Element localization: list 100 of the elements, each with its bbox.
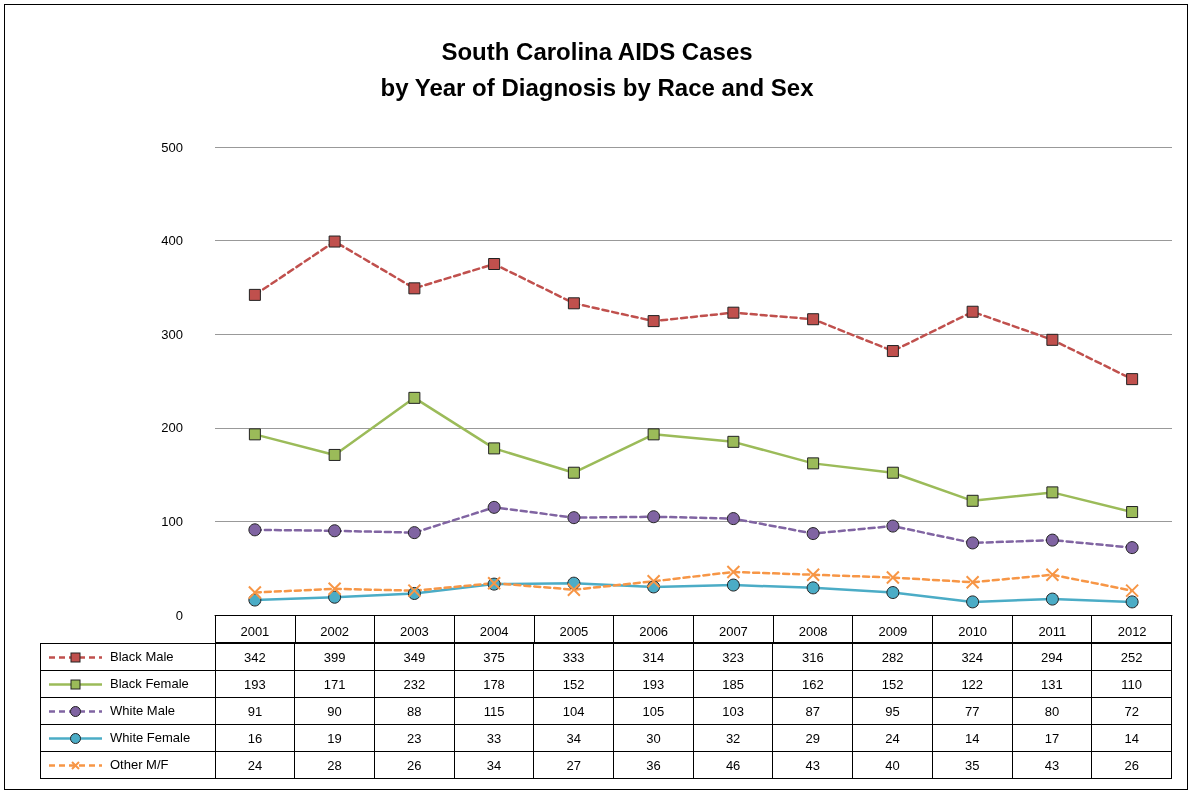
data-label: 193: [215, 670, 295, 698]
point: [328, 524, 342, 538]
point: [1045, 533, 1059, 547]
data-label: 333: [533, 643, 614, 671]
data-label: 375: [454, 643, 534, 671]
data-label: 105: [613, 697, 694, 725]
data-label: 27: [533, 751, 614, 779]
data-label: 77: [932, 697, 1013, 725]
x-tick-label: 2003: [399, 624, 429, 639]
legend-label: White Female: [40, 724, 216, 752]
data-label: 91: [215, 697, 295, 725]
point: [1125, 595, 1139, 609]
x-tick-label: 2010: [958, 624, 988, 639]
point: [647, 510, 661, 524]
data-label: 110: [1091, 670, 1172, 698]
chart-title: South Carolina AIDS Cases by Year of Diagnosis by Race and Sex: [380, 37, 815, 101]
point: [966, 536, 980, 550]
point: [727, 435, 740, 448]
data-label: 115: [454, 697, 534, 725]
point: [487, 500, 501, 514]
point: [806, 527, 820, 541]
data-label: 24: [852, 724, 933, 752]
point: [646, 574, 661, 589]
data-label: 282: [852, 643, 933, 671]
data-label: 17: [1012, 724, 1092, 752]
data-label: 349: [374, 643, 455, 671]
point: [488, 258, 501, 270]
point: [566, 582, 581, 597]
data-label: 131: [1012, 670, 1092, 698]
data-label: 323: [693, 643, 773, 671]
x-tick-label: 2006: [639, 624, 669, 639]
legend-label: Black Male: [40, 643, 216, 671]
data-label: 90: [294, 697, 375, 725]
data-label: 14: [932, 724, 1013, 752]
point: [248, 288, 261, 301]
data-label: 80: [1012, 697, 1092, 725]
point: [886, 466, 899, 479]
data-label: 104: [533, 697, 614, 725]
y-tick-label: 0: [175, 607, 183, 623]
point: [726, 564, 741, 579]
point: [327, 581, 342, 596]
point: [1125, 583, 1140, 598]
x-tick-label: 2008: [798, 624, 828, 639]
point: [647, 428, 660, 441]
x-tick-label: 2009: [878, 624, 908, 639]
legend-label: Other M/F: [40, 751, 216, 779]
point: [567, 297, 580, 310]
data-label: 314: [613, 643, 694, 671]
y-tick-label: 400: [161, 233, 183, 249]
data-label: 30: [613, 724, 694, 752]
data-label: 33: [454, 724, 534, 752]
data-label: 171: [294, 670, 375, 698]
point: [567, 511, 581, 525]
point: [727, 306, 740, 319]
data-label: 152: [533, 670, 614, 698]
data-label: 43: [1012, 751, 1092, 779]
point: [248, 523, 262, 537]
data-label: 34: [533, 724, 614, 752]
point: [408, 391, 421, 404]
data-label: 88: [374, 697, 455, 725]
y-tick-label: 300: [161, 326, 183, 342]
data-label: 43: [772, 751, 853, 779]
point: [886, 519, 900, 533]
y-tick-label: 200: [161, 420, 183, 436]
data-label: 324: [932, 643, 1013, 671]
point: [407, 526, 421, 540]
data-label: 35: [932, 751, 1013, 779]
data-label: 103: [693, 697, 773, 725]
data-label: 342: [215, 643, 295, 671]
point: [965, 575, 980, 590]
x-tick-label: 2004: [479, 624, 509, 639]
data-label: 34: [454, 751, 534, 779]
point: [807, 313, 820, 326]
point: [567, 466, 580, 479]
x-tick-label: 2007: [718, 624, 748, 639]
data-label: 152: [852, 670, 933, 698]
data-label: 23: [374, 724, 455, 752]
point: [1046, 333, 1059, 346]
point: [328, 448, 341, 461]
data-label: 72: [1091, 697, 1172, 725]
data-label: 252: [1091, 643, 1172, 671]
data-label: 294: [1012, 643, 1092, 671]
point: [966, 595, 980, 609]
point: [647, 315, 660, 328]
point: [806, 581, 820, 595]
point: [247, 585, 262, 600]
legend-label: Black Female: [40, 670, 216, 698]
data-label: 24: [215, 751, 295, 779]
data-label: 16: [215, 724, 295, 752]
x-tick-label: 2011: [1038, 624, 1067, 639]
data-label: 185: [693, 670, 773, 698]
point: [328, 235, 341, 248]
x-tick-label: 2002: [320, 624, 350, 639]
point: [1045, 592, 1059, 606]
y-tick-label: 100: [161, 513, 183, 529]
data-label: 40: [852, 751, 933, 779]
point: [1045, 567, 1060, 582]
point: [248, 428, 261, 441]
data-label: 399: [294, 643, 375, 671]
point: [886, 586, 900, 600]
